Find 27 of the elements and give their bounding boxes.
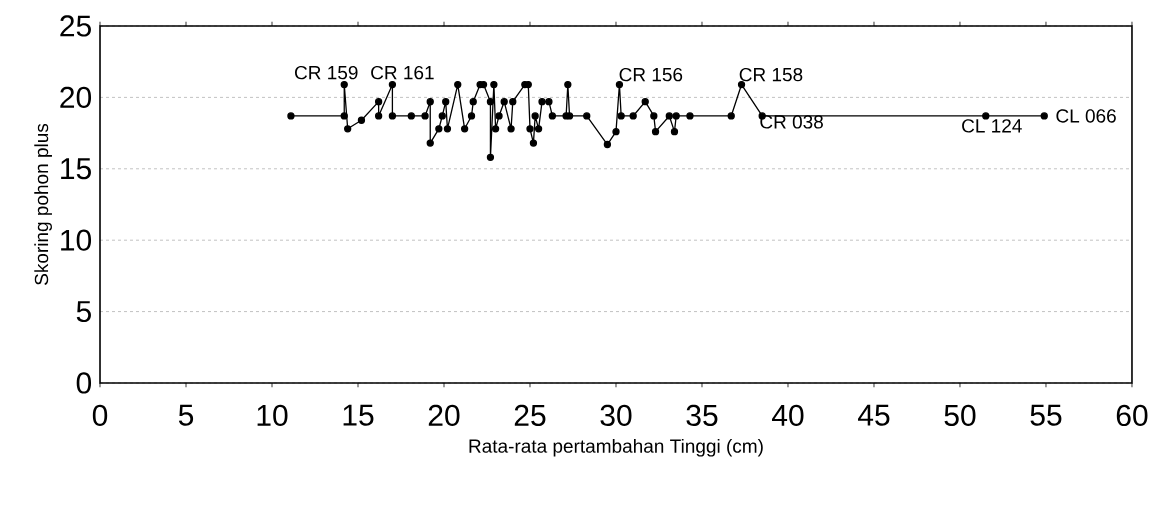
x-tick-label: 10	[257, 404, 288, 427]
x-tick-label: 40	[771, 404, 804, 427]
y-tick-label: 0	[76, 372, 92, 394]
x-tick-label: 15	[343, 404, 374, 426]
x-axis-title: Rata-rata pertambahan Tinggi (cm)	[469, 438, 763, 457]
x-tick-label: 5	[178, 404, 194, 426]
annotation: CR 161	[371, 65, 434, 80]
x-tick-label: 30	[600, 404, 632, 427]
x-tick-label: 25	[514, 404, 546, 427]
x-tick-label: 0	[92, 404, 108, 427]
y-tick-label: 15	[61, 158, 91, 180]
y-tick-label: 10	[61, 229, 92, 251]
x-tick-label: 50	[944, 404, 976, 427]
annotation: CR 156	[619, 67, 683, 82]
y-tick-label: 20	[60, 86, 92, 109]
y-tick-label: 5	[76, 301, 91, 323]
annotation: CR 158	[739, 67, 803, 82]
annotation: CL 066	[1056, 109, 1116, 123]
annotation: CL 124	[962, 119, 1022, 133]
x-tick-label: 60	[1116, 404, 1148, 427]
x-tick-label: 20	[428, 404, 460, 427]
x-tick-label: 55	[1030, 404, 1062, 426]
x-tick-label: 45	[857, 404, 890, 426]
y-axis-title: Skoring pohon plus	[34, 123, 52, 285]
y-tick-label: 25	[60, 15, 91, 37]
x-tick-label: 35	[686, 404, 718, 427]
annotation: CR 159	[294, 65, 358, 80]
